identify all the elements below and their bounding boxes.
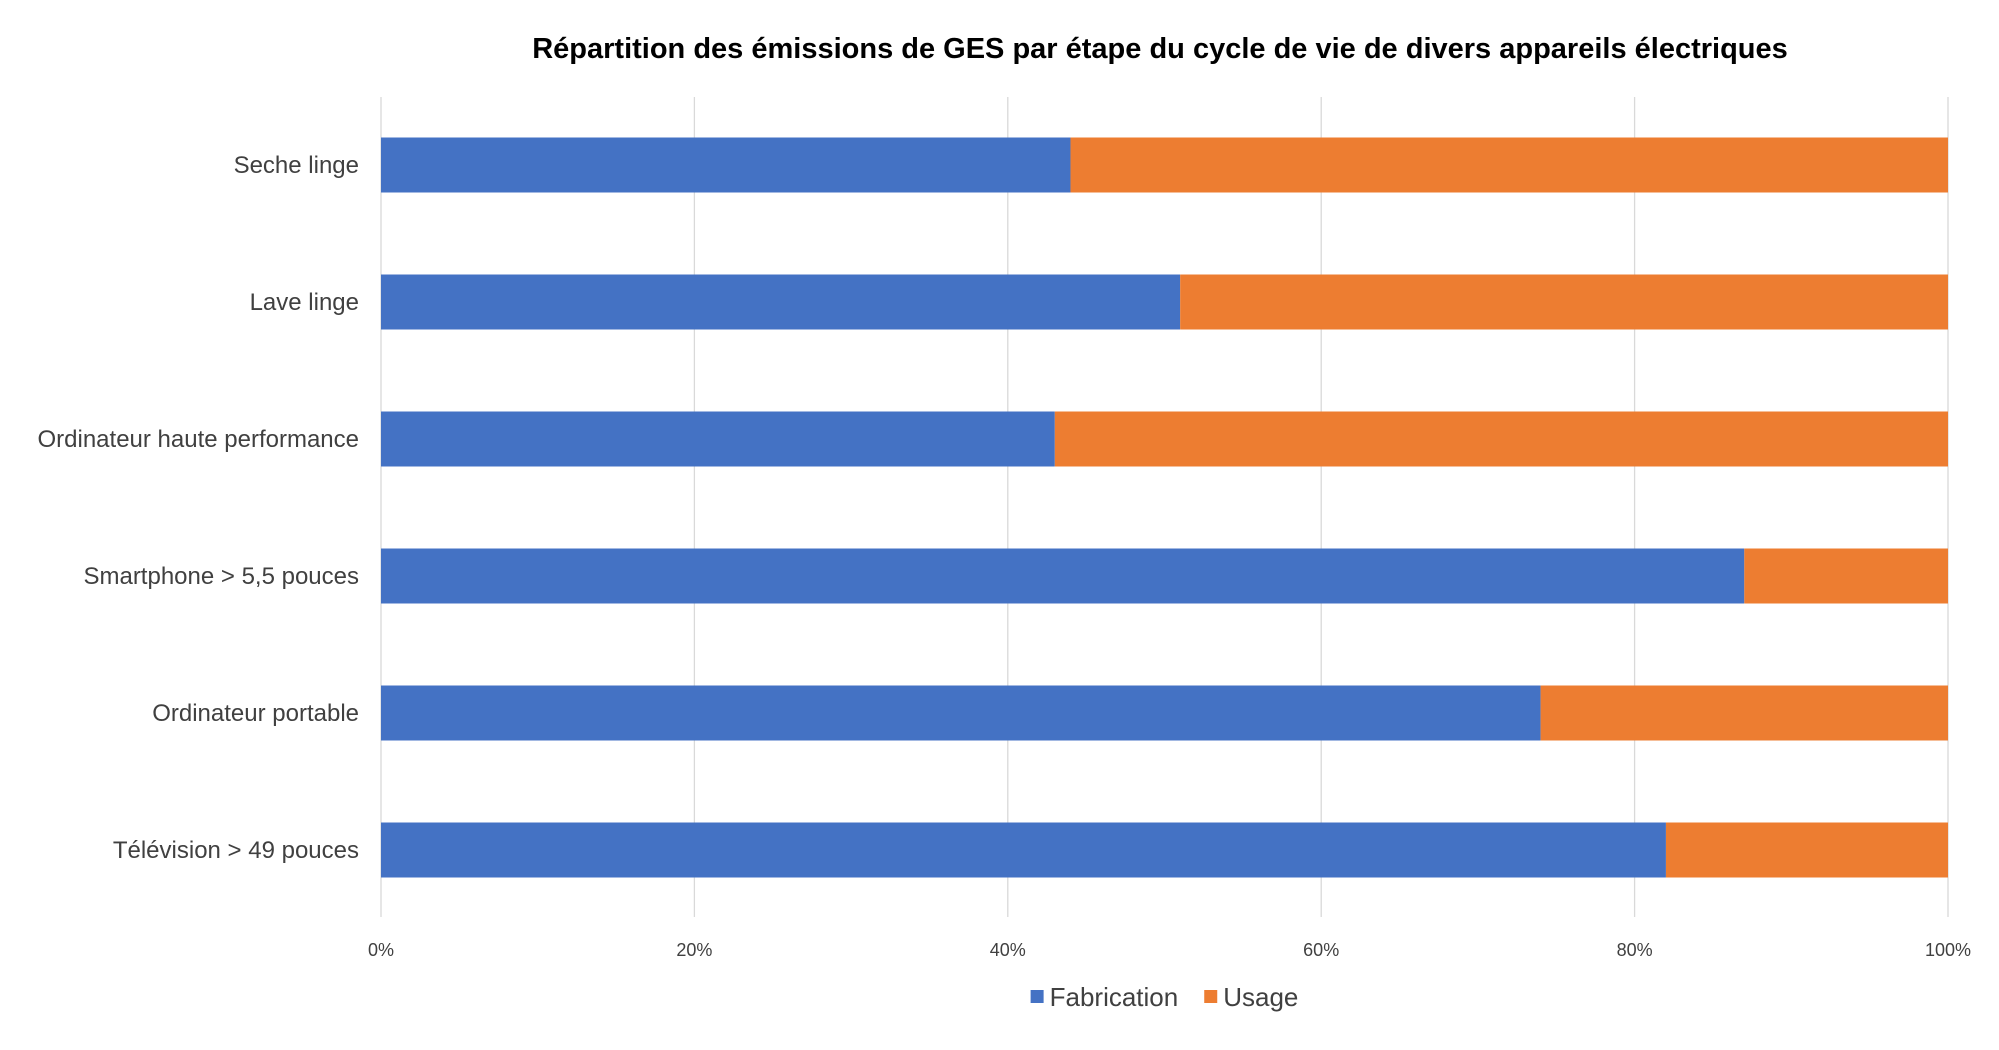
legend-label-usage: Usage [1223,982,1298,1012]
x-tick-label-1: 20% [676,940,712,960]
bar-usage-5 [1665,822,1948,878]
bar-usage-3 [1744,548,1948,604]
category-label-4: Ordinateur portable [152,700,359,727]
x-tick-label-2: 40% [990,940,1026,960]
category-label-5: Télévision > 49 pouces [113,837,359,864]
category-label-3: Smartphone > 5,5 pouces [83,563,359,590]
bar-usage-0 [1070,137,1948,193]
legend: Fabrication Usage [1030,982,1298,1012]
x-tick-label-3: 60% [1303,940,1339,960]
legend-item-usage: Usage [1204,982,1298,1012]
bar-fabrication-3 [381,548,1745,604]
chart-title: Répartition des émissions de GES par éta… [532,33,1788,65]
legend-label-fabrication: Fabrication [1050,982,1179,1012]
bar-usage-1 [1180,274,1948,330]
legend-items: Fabrication Usage [1030,982,1298,1012]
gridlines [380,97,1949,917]
bar-fabrication-0 [381,137,1071,193]
x-axis-tick-labels: 0% 20% 40% 60% 80% 100% [368,940,1971,960]
category-label-1: Lave linge [250,289,359,316]
bar-fabrication-4 [381,685,1541,741]
legend-swatch-fabrication [1030,990,1044,1003]
legend-swatch-usage [1204,990,1218,1003]
bar-fabrication-1 [381,274,1181,330]
x-tick-label-4: 80% [1617,940,1653,960]
bars [381,137,1948,878]
category-label-2: Ordinateur haute performance [37,426,359,453]
bar-fabrication-2 [381,411,1055,467]
category-labels: Seche linge Lave linge Ordinateur haute pe… [37,152,359,864]
legend-item-fabrication: Fabrication [1030,982,1179,1012]
bar-fabrication-5 [381,822,1666,878]
bar-usage-4 [1540,685,1948,741]
x-tick-label-5: 100% [1925,940,1971,960]
x-tick-label-0: 0% [368,940,394,960]
category-label-0: Seche linge [234,152,359,179]
bar-usage-2 [1054,411,1948,467]
